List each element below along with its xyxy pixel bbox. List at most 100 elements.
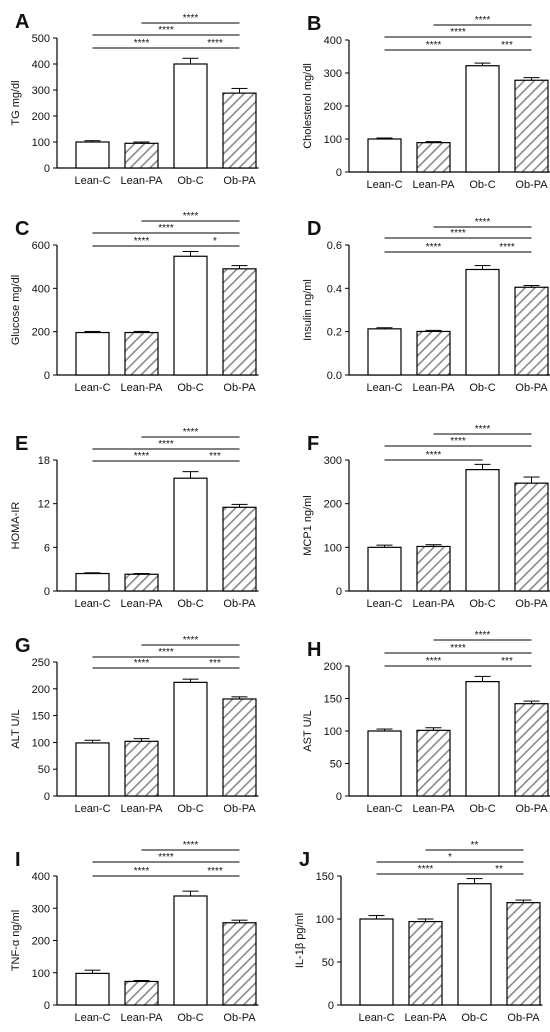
- bar-ob-c: [173, 63, 208, 169]
- y-tick-label: 200: [32, 111, 50, 123]
- x-tick-label: Ob-C: [177, 803, 203, 815]
- panel-letter: I: [15, 849, 21, 871]
- significance-label: ****: [426, 242, 442, 253]
- panel-d: D Insulin ng/ml 0.0 0.2 0.4 0.6 Lean-C Lean-PA O…: [302, 217, 550, 394]
- significance-label: ****: [183, 840, 199, 851]
- x-tick-label: Ob-PA: [515, 803, 548, 815]
- y-tick-label: 0: [44, 370, 50, 382]
- panel-letter: A: [15, 11, 29, 33]
- y-tick-label: 200: [324, 661, 342, 673]
- x-tick-label: Ob-C: [469, 598, 495, 610]
- bar-ob-c: [465, 469, 500, 592]
- bar-lean-c: [75, 141, 110, 169]
- significance-label: **: [495, 864, 503, 875]
- panel-g: G ALT U/L 0 50 100 150 200 250 Lean-C Lean-PA Ob-C…: [10, 635, 259, 815]
- x-tick-label: Lean-C: [358, 1012, 394, 1024]
- x-tick-label: Ob-C: [177, 382, 203, 394]
- significance-label: ****: [134, 38, 150, 49]
- x-tick-label: Ob-PA: [515, 179, 548, 191]
- x-tick-label: Lean-PA: [121, 803, 164, 815]
- y-tick-label: 200: [32, 936, 50, 948]
- y-axis-title: Insulin ng/ml: [302, 279, 314, 341]
- y-tick-label: 50: [38, 764, 50, 776]
- x-tick-label: Lean-C: [366, 803, 402, 815]
- bar-lean-c: [367, 730, 402, 797]
- y-tick-label: 100: [324, 134, 342, 146]
- y-tick-label: 200: [32, 327, 50, 339]
- panel-letter: E: [15, 433, 28, 455]
- significance-label: ****: [475, 424, 491, 435]
- significance-label: ***: [501, 40, 513, 51]
- y-tick-label: 18: [38, 455, 50, 467]
- significance-label: ****: [450, 27, 466, 38]
- bar-lean-pa: [416, 330, 451, 376]
- x-tick-label: Lean-PA: [121, 1012, 164, 1024]
- y-tick-label: 0: [336, 167, 342, 179]
- x-tick-label: Ob-C: [469, 179, 495, 191]
- y-tick-label: 0: [336, 586, 342, 598]
- bar-lean-c: [75, 331, 110, 376]
- bar-lean-c: [75, 742, 110, 797]
- x-tick-label: Lean-PA: [121, 175, 164, 187]
- x-tick-label: Lean-PA: [405, 1012, 448, 1024]
- bar-ob-c: [173, 477, 208, 592]
- panel-letter: C: [15, 218, 29, 240]
- significance-label: ****: [158, 223, 174, 234]
- x-tick-label: Lean-PA: [121, 382, 164, 394]
- bar-lean-pa: [124, 142, 159, 169]
- bar-ob-pa: [222, 506, 257, 592]
- x-tick-label: Ob-C: [177, 598, 203, 610]
- significance-label: ****: [450, 643, 466, 654]
- y-tick-label: 500: [32, 33, 50, 45]
- y-tick-label: 0: [44, 163, 50, 175]
- x-tick-label: Ob-C: [177, 1012, 203, 1024]
- x-tick-label: Ob-PA: [223, 382, 256, 394]
- y-tick-label: 150: [316, 871, 334, 883]
- bar-ob-pa: [506, 902, 541, 1006]
- bar-lean-pa: [408, 920, 443, 1006]
- significance-label: ***: [209, 658, 221, 669]
- bar-ob-c: [465, 268, 500, 376]
- bar-ob-pa: [222, 92, 257, 169]
- significance-label: ****: [426, 450, 442, 461]
- panel-letter: J: [299, 849, 310, 871]
- x-tick-label: Ob-PA: [515, 598, 548, 610]
- significance-label: ****: [183, 427, 199, 438]
- y-tick-label: 0.4: [327, 283, 342, 295]
- y-tick-label: 0.0: [327, 370, 342, 382]
- panel-j: J IL-1β pg/ml 0 50 100 150 Lean-C Lean-PA Ob-C Ob…: [294, 840, 543, 1024]
- x-tick-label: Ob-PA: [223, 175, 256, 187]
- y-axis-title: IL-1β pg/ml: [294, 913, 306, 968]
- bar-lean-c: [75, 572, 110, 592]
- bar-ob-c: [173, 681, 208, 797]
- significance-label: ***: [501, 656, 513, 667]
- significance-label: ****: [183, 635, 199, 646]
- y-tick-label: 50: [322, 957, 334, 969]
- significance-label: ****: [418, 864, 434, 875]
- bar-ob-pa: [222, 698, 257, 797]
- bar-lean-pa: [124, 331, 159, 376]
- significance-label: ****: [134, 658, 150, 669]
- significance-label: ****: [158, 647, 174, 658]
- y-axis-title: HOMA-IR: [10, 502, 22, 550]
- y-axis-title: TG mg/dl: [10, 80, 22, 125]
- y-tick-label: 6: [44, 542, 50, 554]
- x-tick-label: Ob-PA: [223, 1012, 256, 1024]
- panel-f: F MCP1 ng/ml 0 100 200 300 Lean-C Lean-PA Ob-C Ob…: [302, 424, 550, 610]
- x-tick-label: Lean-C: [366, 179, 402, 191]
- y-tick-label: 300: [324, 68, 342, 80]
- y-axis-title: AST U/L: [302, 710, 314, 751]
- significance-label: ****: [134, 236, 150, 247]
- y-tick-label: 0.6: [327, 240, 342, 252]
- bar-lean-pa: [124, 980, 159, 1006]
- bar-lean-c: [367, 138, 402, 173]
- significance-label: ****: [207, 38, 223, 49]
- significance-label: ****: [450, 436, 466, 447]
- y-tick-label: 250: [32, 657, 50, 669]
- panel-letter: B: [307, 13, 321, 35]
- y-tick-label: 50: [330, 759, 342, 771]
- bar-lean-pa: [416, 729, 451, 797]
- bar-ob-c: [457, 883, 492, 1006]
- x-tick-label: Ob-C: [469, 803, 495, 815]
